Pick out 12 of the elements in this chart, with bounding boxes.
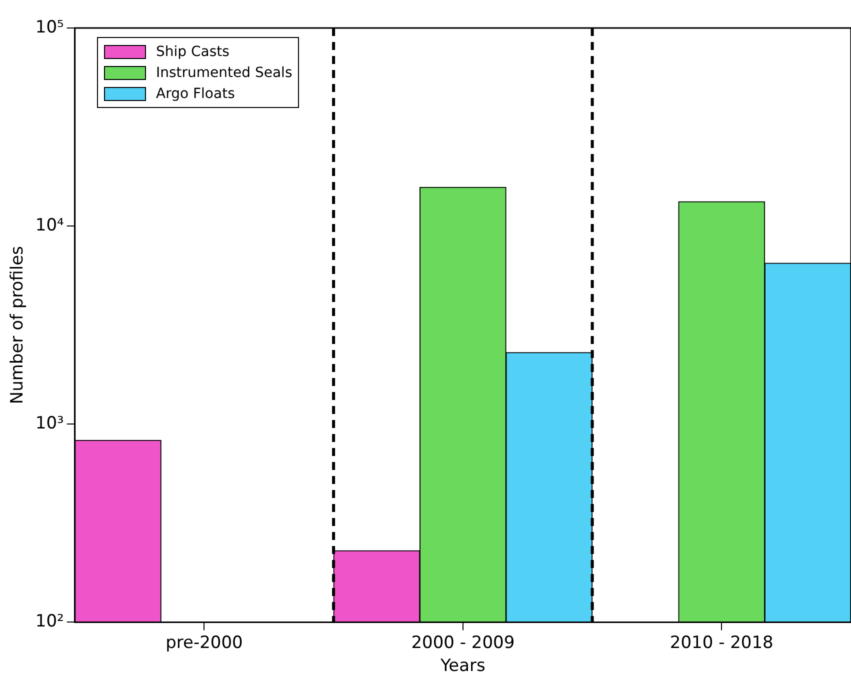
- y-tick-label: 10⁵: [35, 17, 64, 38]
- y-tick-label: 10²: [35, 612, 64, 632]
- y-tick-label: 10⁴: [35, 215, 64, 236]
- x-tick-label: pre-2000: [166, 632, 243, 653]
- y-axis-title: Number of profiles: [8, 246, 28, 404]
- legend-label: Instrumented Seals: [156, 64, 292, 80]
- legend-label: Ship Casts: [156, 44, 230, 60]
- x-tick-label: 2000 - 2009: [411, 632, 515, 653]
- legend-label: Argo Floats: [156, 86, 235, 102]
- x-axis-title: Years: [439, 656, 486, 676]
- y-tick-label: 10³: [35, 414, 64, 434]
- x-tick-label: 2010 - 2018: [670, 632, 774, 653]
